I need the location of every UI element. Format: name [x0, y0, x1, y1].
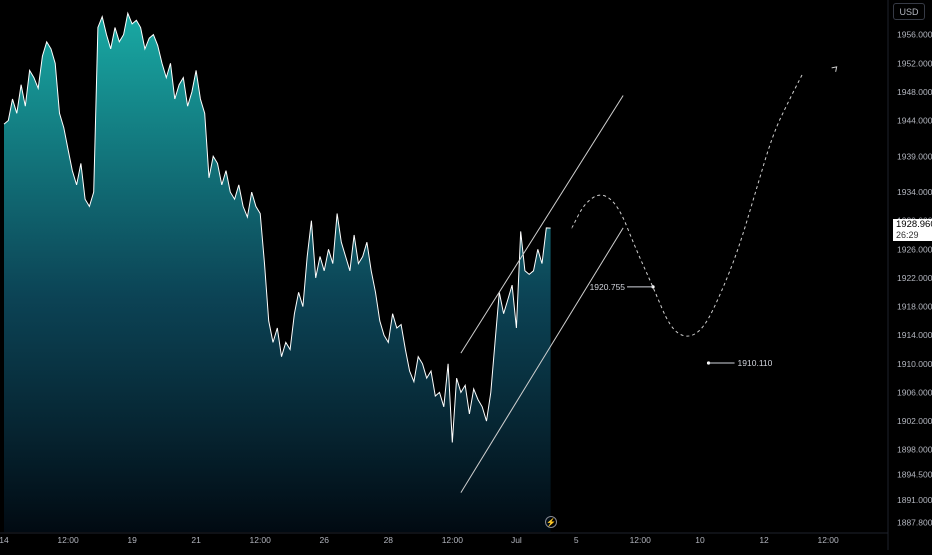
time-tick-label: 12:00 — [630, 535, 652, 545]
time-tick-label: 26 — [320, 535, 330, 545]
price-tick-label: 1952.000 — [897, 58, 932, 68]
lightning-icon[interactable]: ⚡ — [545, 516, 557, 528]
price-tick-label: 1934.000 — [897, 187, 932, 197]
bar-countdown: 26:29 — [896, 230, 919, 240]
time-tick-label: 19 — [127, 535, 137, 545]
annotation-label: 1920.755 — [590, 282, 626, 292]
price-tick-label: 1944.000 — [897, 116, 932, 126]
price-tick-label: 1887.800 — [897, 518, 932, 528]
price-tick-label: 1894.500 — [897, 470, 932, 480]
currency-selector[interactable]: USD — [893, 3, 925, 20]
price-tick-label: 1918.000 — [897, 302, 932, 312]
price-tick-label: 1906.000 — [897, 387, 932, 397]
price-area-fill — [4, 13, 551, 532]
time-tick-label: 28 — [384, 535, 394, 545]
price-tick-label: 1926.000 — [897, 244, 932, 254]
time-tick-label: 10 — [695, 535, 705, 545]
price-tick-label: 1939.000 — [897, 151, 932, 161]
channel-upper-line — [460, 95, 624, 354]
price-tick-label: 1898.000 — [897, 445, 932, 455]
price-tick-label: 1902.000 — [897, 416, 932, 426]
price-tick-label: 1914.000 — [897, 330, 932, 340]
annotation-label: 1910.110 — [738, 358, 773, 368]
time-tick-label: 12:00 — [442, 535, 464, 545]
price-tick-label: 1910.000 — [897, 359, 932, 369]
price-tick-label: 1891.000 — [897, 495, 932, 505]
last-price-label: 1928.960 26:29 — [893, 219, 932, 241]
last-price-value: 1928.960 — [896, 219, 932, 230]
price-tick-label: 1956.000 — [897, 30, 932, 40]
price-line — [3, 11, 551, 443]
projection-arrowhead — [831, 66, 838, 72]
time-tick-label: 21 — [191, 535, 201, 545]
annotation-dot — [651, 285, 655, 289]
time-tick-label: 5 — [574, 535, 579, 545]
time-tick-label: Jul — [511, 535, 522, 545]
channel-lower-line — [460, 227, 624, 493]
time-tick-label: 12:00 — [250, 535, 272, 545]
price-tick-label: 1922.000 — [897, 273, 932, 283]
time-tick-label: 12:00 — [57, 535, 79, 545]
price-tick-label: 1948.000 — [897, 87, 932, 97]
time-tick-label: 12:00 — [817, 535, 839, 545]
projection-path — [571, 73, 803, 337]
time-tick-label: 12 — [759, 535, 769, 545]
time-tick-label: 14 — [0, 535, 9, 545]
